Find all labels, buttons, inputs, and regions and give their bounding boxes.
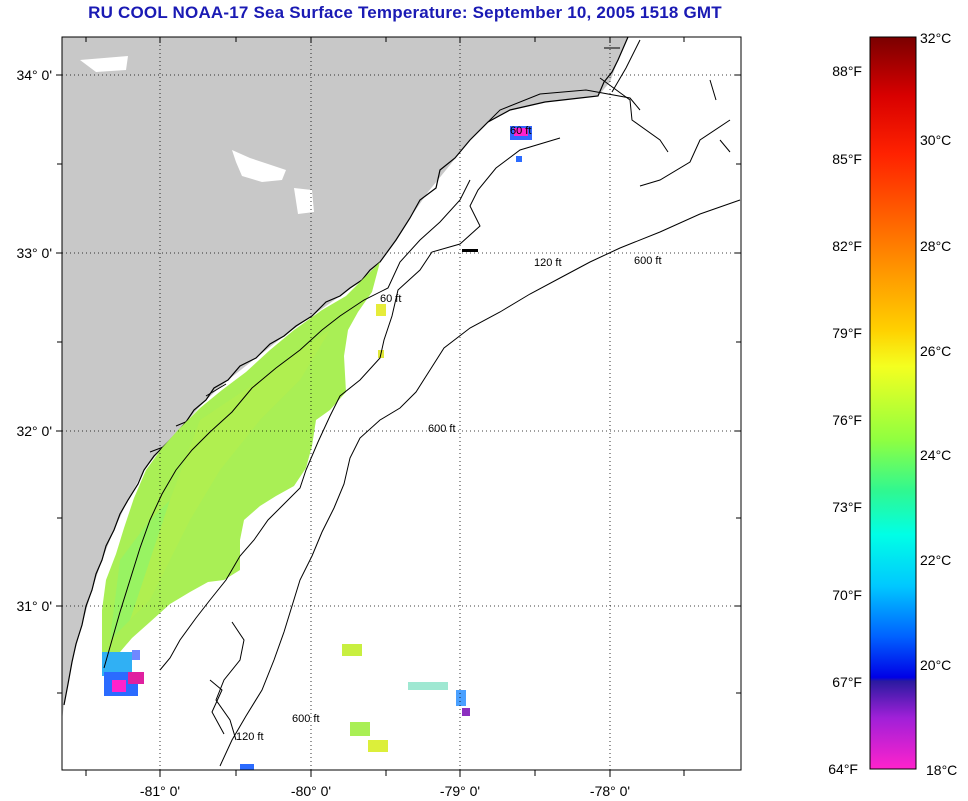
c-label-26: 26°C (920, 343, 951, 359)
colorbar (869, 36, 917, 770)
contour-label-120: 120 ft (534, 257, 562, 269)
c-label-22: 22°C (920, 552, 951, 568)
c-label-30: 30°C (920, 132, 951, 148)
f-label-67: 67°F (832, 674, 862, 690)
bathymetry-contours (103, 77, 741, 767)
latitude-labels: 34° 0' 33° 0' 32° 0' 31° 0' (16, 67, 52, 614)
colorbar-celsius-labels: 32°C 30°C 28°C 26°C 24°C 22°C 20°C 18°C (920, 30, 957, 778)
f-label-85: 85°F (832, 151, 862, 167)
contour-label-60b: 60 ft (380, 293, 401, 305)
c-label-20: 20°C (920, 657, 951, 673)
f-label-88: 88°F (832, 63, 862, 79)
sst-patches (102, 62, 532, 770)
coastline (63, 37, 629, 706)
c-label-28: 28°C (920, 238, 951, 254)
f-label-70: 70°F (832, 587, 862, 603)
f-label-73: 73°F (832, 499, 862, 515)
c-label-18: 18°C (926, 762, 957, 778)
f-label-79: 79°F (832, 325, 862, 341)
lon-label-81: -81° 0' (140, 783, 180, 799)
f-label-82: 82°F (832, 238, 862, 254)
f-label-64: 64°F (828, 761, 858, 777)
map-frame (56, 36, 742, 777)
lat-label-32: 32° 0' (16, 423, 52, 439)
f-label-76: 76°F (832, 412, 862, 428)
land-mass (62, 37, 628, 720)
colorbar-fahrenheit-labels: 88°F 85°F 82°F 79°F 76°F 73°F 70°F 67°F … (828, 63, 862, 777)
map-title: RU COOL NOAA-17 Sea Surface Temperature:… (88, 3, 722, 22)
lat-label-31: 31° 0' (16, 598, 52, 614)
contour-label-60: 60 ft (510, 125, 531, 137)
lon-label-79: -79° 0' (440, 783, 480, 799)
contour-label-120b: 120 ft (236, 731, 264, 743)
cloud-patches (80, 56, 314, 214)
lat-label-34: 34° 0' (16, 67, 52, 83)
contour-label-600c: 600 ft (292, 713, 320, 725)
c-label-24: 24°C (920, 447, 951, 463)
lon-label-80: -80° 0' (291, 783, 331, 799)
contour-labels: 60 ft 60 ft 120 ft 600 ft 600 ft 120 ft … (236, 125, 662, 743)
contour-label-600b: 600 ft (428, 423, 456, 435)
c-label-32: 32°C (920, 30, 951, 46)
lon-label-78: -78° 0' (590, 783, 630, 799)
lat-label-33: 33° 0' (16, 245, 52, 261)
contour-label-600: 600 ft (634, 255, 662, 267)
longitude-labels: -81° 0' -80° 0' -79° 0' -78° 0' (140, 783, 630, 799)
